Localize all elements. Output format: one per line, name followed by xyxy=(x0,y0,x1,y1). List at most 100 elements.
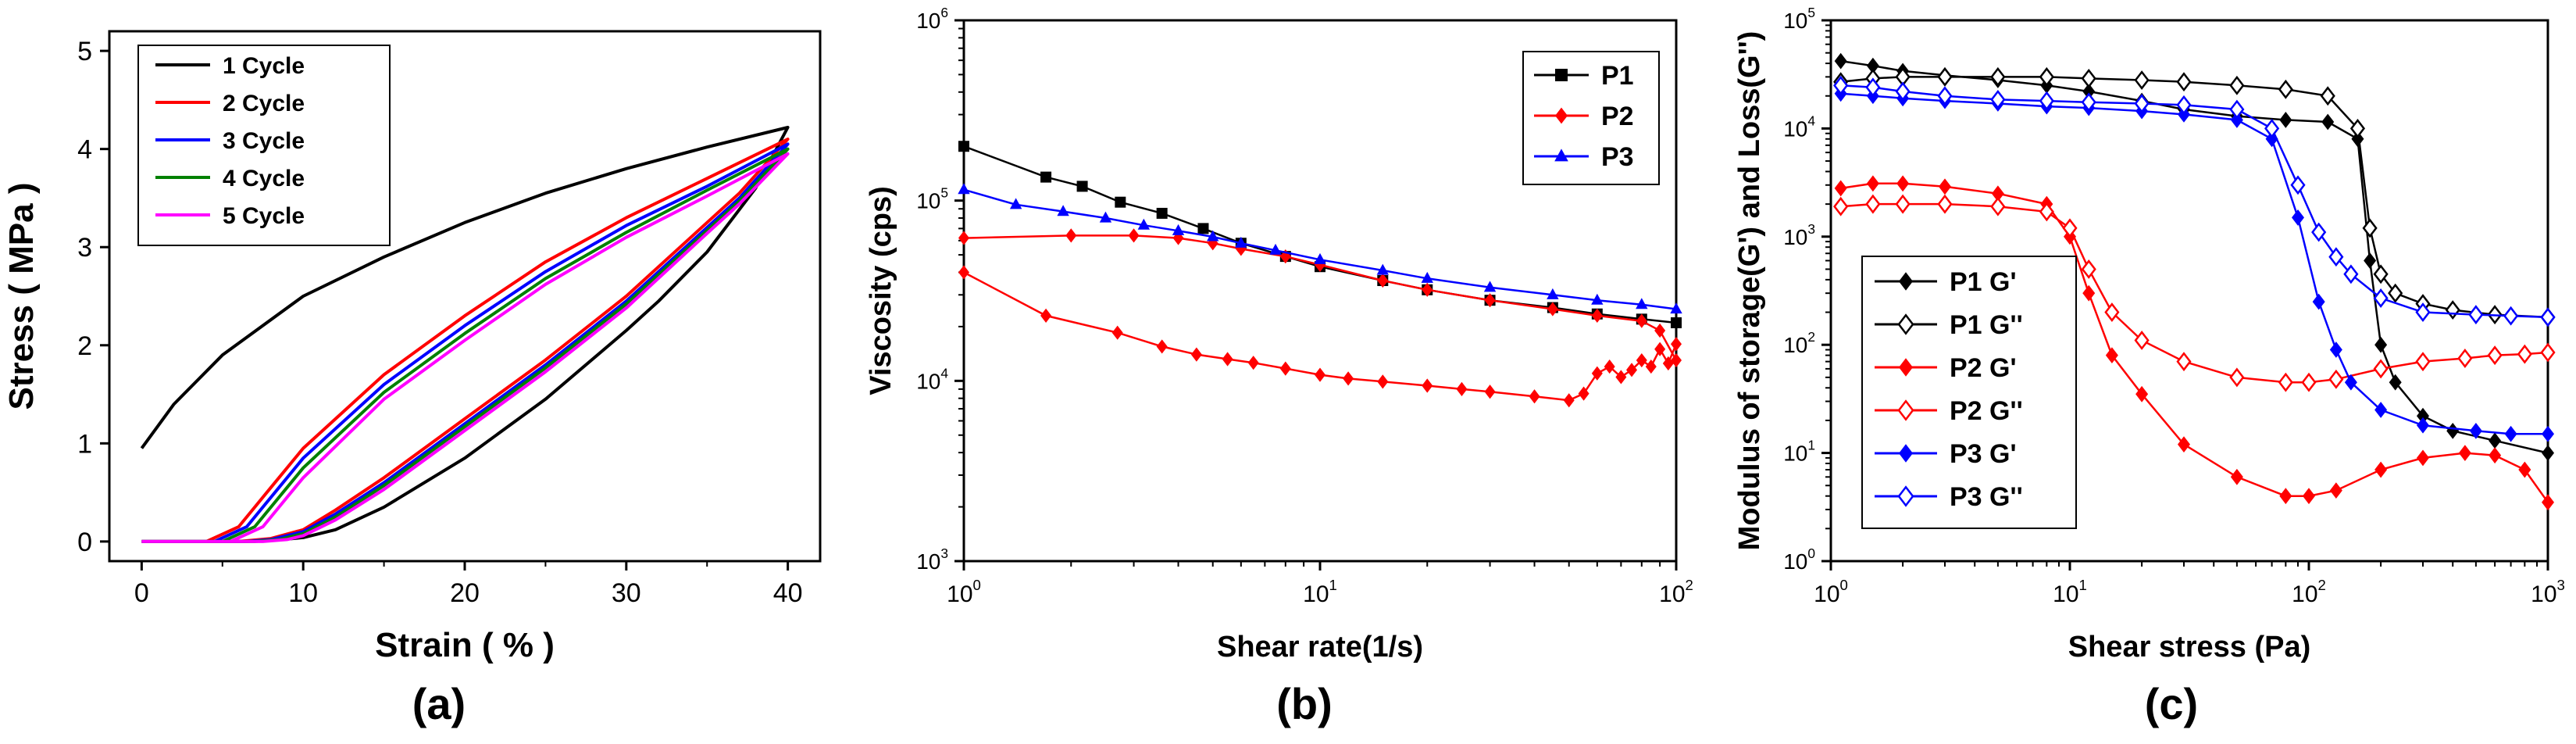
series-p3-point-14 xyxy=(1591,293,1604,305)
series-p2-g-point-4 xyxy=(1991,185,2004,202)
x-tick-label-0-exponent: 0 xyxy=(973,577,981,593)
series-p3-g-point-5 xyxy=(2039,91,2054,111)
series-p2-g-point-20 xyxy=(2542,494,2554,511)
series-p2-point-14 xyxy=(1529,389,1540,404)
legend-marker-p3-g xyxy=(1897,485,1914,507)
series-p2-point-22 xyxy=(1645,359,1657,374)
series-p2-point-4 xyxy=(1190,347,1202,362)
series-p2-upper-branch-point-1 xyxy=(1065,228,1077,243)
legend-label-p3: P3 xyxy=(1601,142,1634,172)
series-p1-g-point-9 xyxy=(2229,75,2245,95)
series-p2-point-11 xyxy=(1422,378,1433,393)
legend-label-p1-g: P1 G'' xyxy=(1950,310,2023,340)
series-p3-g-point-15 xyxy=(2373,288,2389,308)
y-tick-label-1-exponent: 4 xyxy=(940,365,948,381)
series-p2-upper-branch-point-8 xyxy=(1377,273,1389,288)
y-tick-label-0: 103 xyxy=(916,545,948,574)
series-p2-g-point-14 xyxy=(2329,482,2342,499)
series-p1-g-point-11 xyxy=(2321,113,2335,131)
series-p2-point-6 xyxy=(1247,356,1259,370)
series-p2-upper-branch-point-9 xyxy=(1422,282,1433,297)
series-p1-g-point-5 xyxy=(2039,66,2054,87)
series-p2-g-point-0 xyxy=(1833,196,1849,216)
x-tick-label-0-base: 10 xyxy=(1814,581,1839,607)
series-p3-g-point-14 xyxy=(2344,374,2357,391)
legend-label-2-cycle: 2 Cycle xyxy=(223,91,305,116)
series-p1-point-2 xyxy=(1076,181,1088,192)
series-p1-point-1 xyxy=(1040,171,1052,183)
series-p2-point-12 xyxy=(1456,381,1468,396)
series-p1-g-point-4 xyxy=(1990,66,2006,87)
series-p2-g-point-12 xyxy=(2279,488,2292,505)
series-p2-point-9 xyxy=(1343,371,1354,386)
legend-label-p2-g: P2 G' xyxy=(1950,353,2017,383)
series-p2-g-point-16 xyxy=(2416,449,2429,467)
series-p2-g-point-13 xyxy=(2301,372,2317,392)
series-p2-g-point-10 xyxy=(2176,352,2192,372)
series-p1-g-point-15 xyxy=(2389,374,2402,391)
series-p2-g-point-2 xyxy=(1895,194,1911,214)
panel-a: 0 10 20 30 40 0 1 2 3 4 5 1 Cycle 2 Cycle 3 Cycle 4 Cy… xyxy=(2,30,822,728)
series-p3-g-point-13 xyxy=(2328,247,2344,267)
y-tick-label-0: 0 xyxy=(77,528,92,557)
legend-box xyxy=(137,45,391,246)
series-p3-point-0 xyxy=(958,183,970,195)
series-p2-g-point-16 xyxy=(2415,352,2431,372)
series-p3-g-point-12 xyxy=(2312,293,2325,310)
series-p3-point-2 xyxy=(1057,205,1069,216)
x-tick-label-1-base: 10 xyxy=(1303,581,1329,607)
series-p1-point-3 xyxy=(1115,196,1126,208)
legend-label-p3-g: P3 G'' xyxy=(1950,482,2023,512)
panel-c-xlabel: Shear stress (Pa) xyxy=(2068,631,2311,664)
series-p1-g-point-6 xyxy=(2081,68,2096,88)
series-p1-g-point-19 xyxy=(2542,445,2554,461)
x-tick-label-0-base: 10 xyxy=(947,581,972,607)
series-p2-point-8 xyxy=(1315,367,1325,382)
series-p2-g-point-19 xyxy=(2518,461,2531,478)
series-p1-g-point-11 xyxy=(2320,86,2335,106)
y-tick-label-0-base: 10 xyxy=(1783,549,1807,574)
series-p2-g-point-9 xyxy=(2134,331,2150,350)
y-tick-label-4-base: 10 xyxy=(1783,116,1807,141)
series-p1-g-point-15 xyxy=(2388,283,2403,303)
series-p2-g-point-17 xyxy=(2457,349,2473,368)
y-tick-label-1: 104 xyxy=(916,365,948,393)
legend-marker-p2-g xyxy=(1897,399,1914,421)
series-p2-point-2 xyxy=(1111,325,1123,340)
series-p3-point-15 xyxy=(1636,298,1648,309)
series-p3-point-4 xyxy=(1137,218,1151,230)
series-p3-g-point-18 xyxy=(2504,425,2517,442)
series-p3-point-10 xyxy=(1376,263,1389,275)
x-tick-label-0-exponent: 0 xyxy=(1840,577,1848,593)
legend-marker-p1-g xyxy=(1899,272,1913,291)
series-p2-upper-branch-point-12 xyxy=(1591,308,1603,323)
series-p3-g-point-15 xyxy=(2374,402,2388,418)
series-p1-g-point-18 xyxy=(2489,432,2502,449)
series-p2-g-point-18 xyxy=(2489,447,2502,464)
series-p3-g-point-6 xyxy=(2081,92,2096,113)
series-p2-g-point-8 xyxy=(2104,302,2120,322)
series-p1-g-point-0 xyxy=(1834,52,1847,70)
y-tick-label-5: 5 xyxy=(77,37,92,66)
series-p2-point-23 xyxy=(1654,342,1666,356)
x-tick-label-3-exponent: 3 xyxy=(2557,577,2565,593)
series-p1-g-point-12 xyxy=(2351,131,2364,148)
series-p3-point-3 xyxy=(1099,211,1112,223)
series-p2-point-21 xyxy=(1636,352,1647,368)
x-tick-label-0: 0 xyxy=(134,578,149,608)
series-p2-g-point-9 xyxy=(2135,385,2149,402)
series-p2-point-19 xyxy=(1615,370,1627,385)
x-tick-label-2-base: 10 xyxy=(2292,581,2317,607)
y-tick-label-1-base: 10 xyxy=(1783,442,1807,466)
series-p1-g-point-12 xyxy=(2349,118,2366,138)
series-p3-point-13 xyxy=(1547,288,1559,299)
series-p2-upper-branch-point-13 xyxy=(1636,313,1647,328)
series-p2-upper-branch-point-5 xyxy=(1235,241,1247,256)
legend-marker-p3-g xyxy=(1899,444,1913,463)
series-p2-g-point-20 xyxy=(2540,342,2556,363)
series-p2-g-point-6 xyxy=(2062,218,2078,238)
series-p2-point-1 xyxy=(1040,308,1052,323)
series-p1-g-point-14 xyxy=(2373,264,2389,284)
x-tick-label-1: 101 xyxy=(2053,577,2087,607)
series-p3-g-point-16 xyxy=(2415,302,2431,322)
